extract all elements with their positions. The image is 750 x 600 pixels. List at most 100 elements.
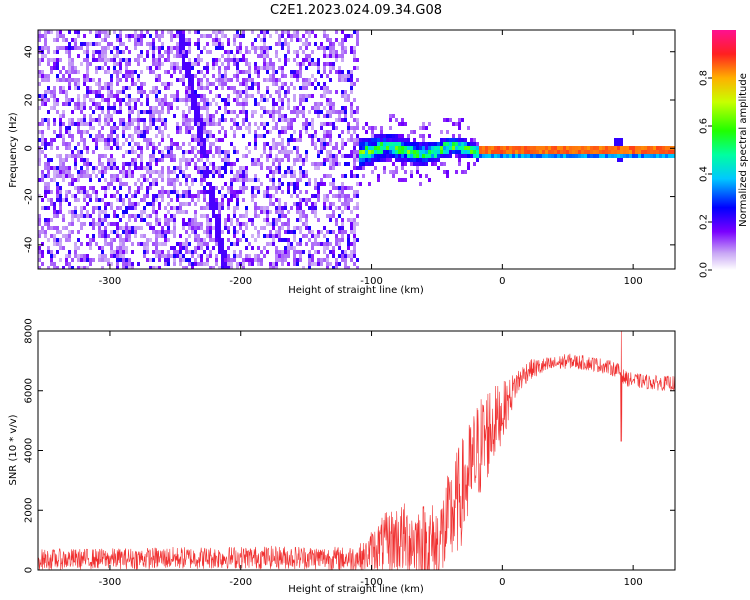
heatmap-cell	[101, 98, 104, 102]
heatmap-cell	[227, 218, 230, 222]
heatmap-cell	[89, 42, 92, 46]
heatmap-cell	[179, 202, 182, 206]
heatmap-cell	[137, 242, 140, 246]
heatmap-cell	[152, 110, 155, 114]
heatmap-cell	[353, 146, 356, 150]
heatmap-cell	[179, 182, 182, 186]
heatmap-cell	[242, 106, 245, 110]
heatmap-cell	[386, 138, 389, 142]
heatmap-cell	[548, 146, 551, 150]
heatmap-cell	[389, 150, 392, 154]
heatmap-cell	[62, 246, 65, 250]
heatmap-cell	[65, 254, 68, 258]
heatmap-cell	[356, 238, 359, 242]
heatmap-cell	[197, 190, 200, 194]
heatmap-cell	[194, 134, 197, 138]
heatmap-cell	[362, 146, 365, 150]
heatmap-cell	[494, 150, 497, 154]
heatmap-cell	[236, 178, 239, 182]
heatmap-cell	[233, 134, 236, 138]
heatmap-cell	[146, 94, 149, 98]
heatmap-cell	[53, 210, 56, 214]
heatmap-cell	[128, 126, 131, 130]
heatmap-cell	[353, 142, 356, 146]
heatmap-cell	[95, 50, 98, 54]
heatmap-cell	[317, 250, 320, 254]
heatmap-cell	[134, 58, 137, 62]
heatmap-cell	[86, 94, 89, 98]
heatmap-cell	[116, 166, 119, 170]
heatmap-cell	[308, 78, 311, 82]
heatmap-cell	[119, 62, 122, 66]
heatmap-cell	[326, 262, 329, 266]
heatmap-cell	[428, 142, 431, 146]
heatmap-cell	[275, 70, 278, 74]
heatmap-cell	[296, 146, 299, 150]
heatmap-cell	[416, 146, 419, 150]
heatmap-cell	[80, 186, 83, 190]
heatmap-cell	[155, 162, 158, 166]
heatmap-cell	[260, 250, 263, 254]
heatmap-cell	[137, 166, 140, 170]
heatmap-cell	[38, 194, 41, 198]
heatmap-cell	[224, 226, 227, 230]
heatmap-cell	[278, 198, 281, 202]
heatmap-cell	[134, 234, 137, 238]
heatmap-cell	[305, 38, 308, 42]
heatmap-cell	[68, 222, 71, 226]
heatmap-cell	[266, 98, 269, 102]
heatmap-cell	[632, 150, 635, 154]
heatmap-cell	[119, 178, 122, 182]
heatmap-cell	[341, 238, 344, 242]
heatmap-cell	[104, 54, 107, 58]
heatmap-cell	[287, 126, 290, 130]
heatmap-cell	[371, 142, 374, 146]
heatmap-cell	[290, 150, 293, 154]
heatmap-cell	[158, 190, 161, 194]
heatmap-cell	[47, 218, 50, 222]
heatmap-cell	[77, 214, 80, 218]
heatmap-cell	[515, 154, 518, 158]
heatmap-cell	[161, 98, 164, 102]
heatmap-cell	[314, 206, 317, 210]
heatmap-cell	[182, 154, 185, 158]
heatmap-cell	[353, 162, 356, 166]
heatmap-cell	[206, 246, 209, 250]
heatmap-cell	[329, 154, 332, 158]
heatmap-cell	[623, 154, 626, 158]
heatmap-cell	[290, 118, 293, 122]
heatmap-cell	[206, 154, 209, 158]
heatmap-cell	[122, 142, 125, 146]
heatmap-cell	[251, 186, 254, 190]
heatmap-cell	[50, 158, 53, 162]
heatmap-cell	[563, 150, 566, 154]
heatmap-cell	[242, 34, 245, 38]
heatmap-cell	[254, 46, 257, 50]
heatmap-cell	[224, 74, 227, 78]
heatmap-cell	[227, 214, 230, 218]
heatmap-cell	[104, 194, 107, 198]
heatmap-cell	[197, 262, 200, 266]
heatmap-cell	[77, 78, 80, 82]
heatmap-cell	[473, 150, 476, 154]
heatmap-cell	[206, 62, 209, 66]
heatmap-cell	[290, 34, 293, 38]
heatmap-cell	[254, 202, 257, 206]
heatmap-cell	[455, 146, 458, 150]
heatmap-cell	[140, 50, 143, 54]
heatmap-cell	[152, 122, 155, 126]
heatmap-cell	[389, 158, 392, 162]
heatmap-cell	[281, 206, 284, 210]
heatmap-cell	[59, 202, 62, 206]
heatmap-cell	[335, 90, 338, 94]
heatmap-cell	[110, 174, 113, 178]
heatmap-cell	[284, 62, 287, 66]
heatmap-cell	[167, 182, 170, 186]
heatmap-cell	[173, 70, 176, 74]
heatmap-cell	[98, 50, 101, 54]
heatmap-cell	[191, 222, 194, 226]
heatmap-cell	[53, 118, 56, 122]
heatmap-cell	[551, 150, 554, 154]
heatmap-cell	[299, 166, 302, 170]
heatmap-cell	[311, 62, 314, 66]
